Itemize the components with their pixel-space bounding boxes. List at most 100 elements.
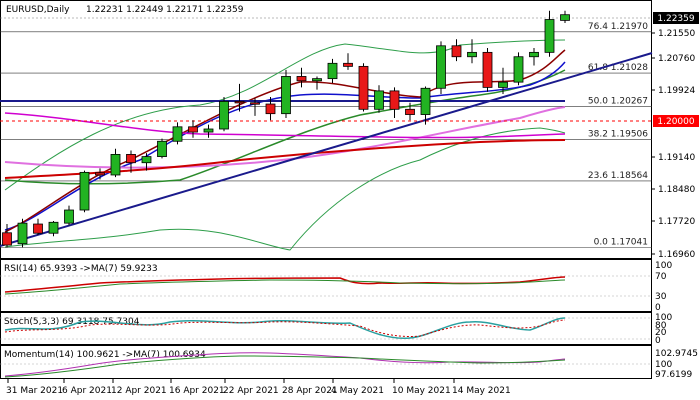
candle-body (281, 76, 291, 115)
rsi-ma-line (4, 279, 566, 295)
candle (250, 98, 260, 116)
price-axis: 1.21550 1.20760 1.19924 1.19140 1.18480 1.177… (651, 29, 695, 260)
candle-body (95, 172, 105, 176)
date-tick-label: 10 May 2021 (392, 386, 451, 396)
candle-body (389, 90, 400, 110)
candle-body (296, 76, 307, 82)
candle-body (188, 126, 198, 133)
candle (343, 53, 353, 70)
bollinger-lower-line (4, 127, 566, 251)
panel-frames (0, 0, 652, 379)
date-tick-label: 4 May 2021 (331, 386, 384, 396)
candle-body (436, 45, 446, 89)
current-price-box (653, 12, 699, 24)
candles-layer (2, 10, 570, 248)
candle (79, 170, 90, 213)
stoch-tick: 20 (655, 328, 667, 338)
momentum-ma-line (4, 355, 566, 378)
candle (64, 205, 74, 226)
fib-level-label: 61.8 1.21028 (588, 63, 648, 73)
candle (560, 10, 570, 24)
rsi-tick: 0 (655, 303, 661, 313)
candle-body (498, 81, 508, 88)
date-tick-label: 31 Mar 2021 (6, 386, 63, 396)
candle (172, 122, 183, 145)
marked-level-marker: 1.20000 (653, 115, 699, 127)
candle (420, 86, 431, 125)
date-tick-label: 16 Apr 2021 (169, 386, 225, 396)
candle (513, 52, 524, 86)
date-tick-label: 6 Apr 2021 (62, 386, 112, 396)
symbol-title: EURUSD,Daily (6, 5, 70, 15)
stoch-tick: 0 (655, 336, 661, 346)
price-tick-label: 1.18480 (658, 185, 695, 195)
rising-trendline (0, 52, 653, 247)
candle-body (110, 153, 121, 176)
candle-body (250, 102, 260, 105)
candle (203, 124, 214, 138)
candle (358, 63, 369, 112)
candle-body (17, 222, 28, 245)
candle-body (482, 51, 493, 88)
rsi-label: RSI(14) 65.9393 ->MA(7) 59.9233 (4, 264, 158, 274)
momentum-label: Momentum(14) 100.9621 ->MA(7) 100.6934 (4, 350, 206, 360)
candle (436, 41, 446, 94)
momentum-tick: 100 (655, 360, 672, 370)
stoch-k-line (4, 317, 566, 340)
candle (110, 148, 121, 178)
price-tick-label: 1.19924 (658, 86, 695, 96)
candle-body (451, 45, 462, 58)
candle (482, 47, 493, 92)
candle-body (141, 156, 152, 164)
candle-body (467, 51, 477, 58)
ohlc-readout: 1.22231 1.22449 1.22171 1.22359 (86, 5, 244, 15)
candle-body (64, 209, 74, 224)
candle-body (203, 128, 214, 133)
stoch-tick: 80 (655, 321, 667, 331)
price-tick-label: 1.17720 (658, 217, 695, 227)
candle (529, 47, 539, 66)
fib-level-label: 76.4 1.21970 (588, 22, 648, 32)
candle-body (157, 140, 167, 157)
price-tick-label: 1.20760 (658, 54, 695, 64)
candle (17, 218, 28, 248)
stoch-label: Stoch(5,3,3) 69.3118 75.7304 (4, 317, 140, 327)
candle (327, 58, 338, 84)
candle-body (172, 126, 183, 142)
candle-body (2, 232, 12, 246)
candle (405, 102, 415, 121)
fib-level-label: 0.0 1.17041 (594, 238, 648, 248)
marked-level-box (653, 115, 699, 127)
fib-level-label: 38.2 1.19506 (588, 130, 648, 140)
price-tick-label: 1.19140 (658, 153, 695, 163)
candle-body (79, 171, 90, 211)
candle-body (126, 153, 136, 164)
candle-body (405, 108, 415, 115)
momentum-tick: 97.6199 (655, 370, 692, 380)
fib-level-label: 50.0 1.20267 (588, 96, 648, 106)
date-tick-label: 28 Apr 2021 (282, 386, 338, 396)
price-tick-label: 1.21550 (658, 29, 695, 39)
candle (33, 218, 43, 235)
date-tick-label: 12 Apr 2021 (111, 386, 167, 396)
candle-body (529, 51, 539, 58)
candle-body (560, 14, 570, 21)
ema-blue-line (4, 61, 566, 231)
rsi-tick: 100 (655, 261, 672, 271)
candle (48, 220, 59, 237)
candle (188, 120, 198, 138)
candle (126, 150, 136, 173)
candle (498, 67, 508, 94)
candle (219, 97, 229, 132)
candle-body (358, 65, 369, 110)
candle (312, 76, 322, 90)
candle-body (33, 223, 43, 234)
candle-body (234, 101, 245, 104)
date-tick-label: 14 May 2021 (452, 386, 511, 396)
momentum-panel-frame (0, 345, 652, 379)
candle (451, 39, 462, 62)
candle (467, 39, 477, 64)
candle-body (327, 62, 338, 80)
candle-body (420, 87, 431, 115)
